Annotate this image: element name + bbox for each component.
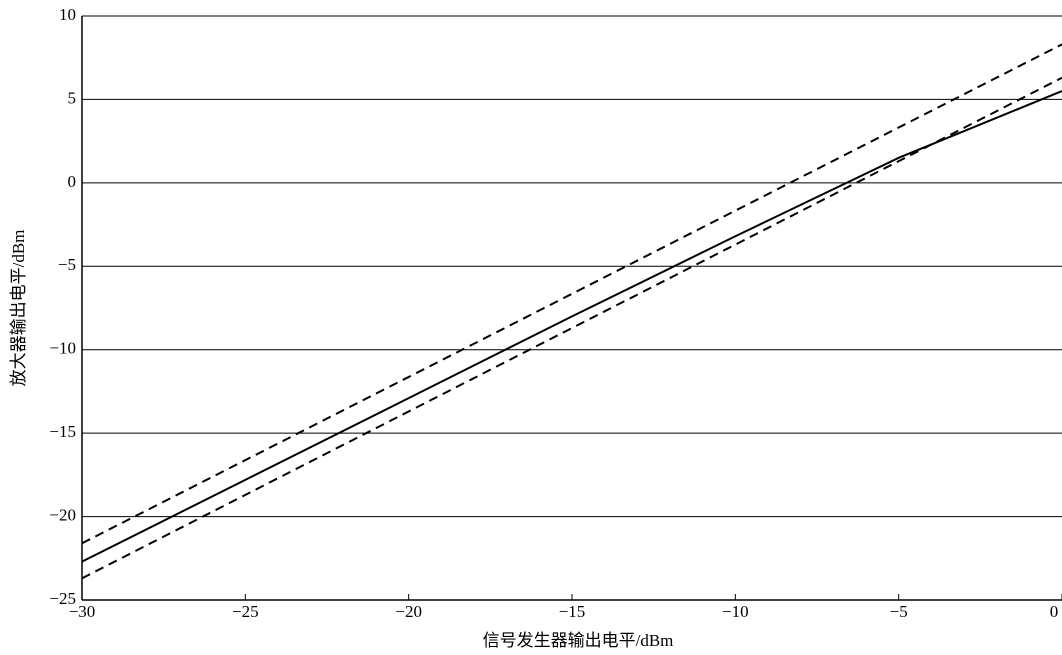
y-tick-label: 0 bbox=[68, 172, 77, 191]
series-line bbox=[81, 90, 1062, 563]
x-tick-label: −10 bbox=[722, 602, 749, 621]
x-axis-label: 信号发生器输出电平/dBm bbox=[483, 631, 674, 650]
x-tick-label: −20 bbox=[395, 602, 422, 621]
y-tick-label: −10 bbox=[49, 339, 76, 358]
x-tick-label: −15 bbox=[559, 602, 586, 621]
x-tick-label: −5 bbox=[890, 602, 908, 621]
series-line bbox=[81, 76, 1062, 580]
y-axis-label: 放大器输出电平/dBm bbox=[9, 230, 28, 387]
x-tick-label: −25 bbox=[232, 602, 259, 621]
series-line bbox=[81, 43, 1062, 545]
x-tick-label: 0 bbox=[1050, 602, 1059, 621]
y-tick-label: −20 bbox=[49, 505, 76, 524]
y-tick-label: −25 bbox=[49, 589, 76, 608]
x-tick-label: −30 bbox=[69, 602, 96, 621]
y-tick-label: 5 bbox=[68, 88, 77, 107]
y-tick-label: −5 bbox=[58, 255, 76, 274]
y-tick-label: −15 bbox=[49, 422, 76, 441]
y-tick-label: 10 bbox=[59, 5, 76, 24]
